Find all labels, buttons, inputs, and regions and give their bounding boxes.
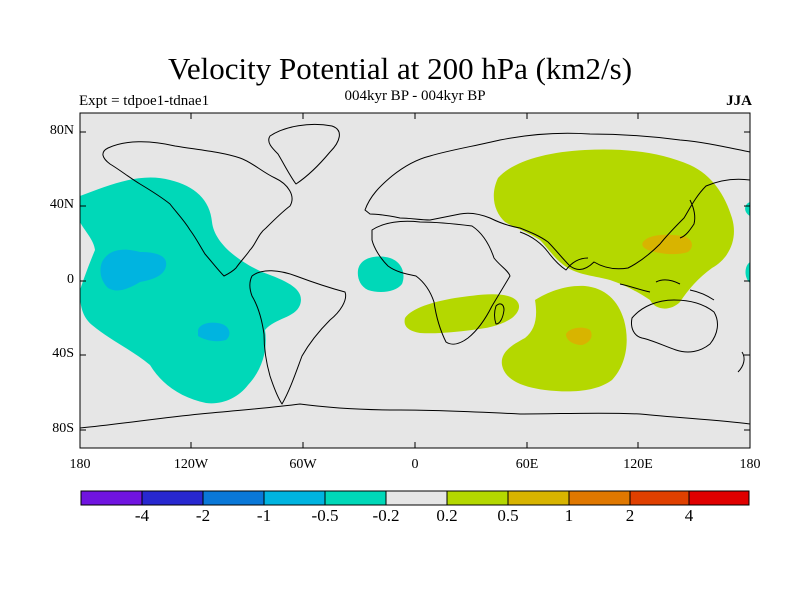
indian-ocean-maximum <box>566 327 592 345</box>
south-asia-outline <box>519 231 589 271</box>
colorbar-box-6 <box>385 490 448 506</box>
season-label: JJA <box>726 93 752 109</box>
colorbar-box-4 <box>263 490 326 506</box>
colorbar-label: 1 <box>564 506 574 525</box>
tropical-atlantic-negative <box>357 256 404 292</box>
axis-ticks <box>80 113 750 448</box>
australia-outline <box>631 299 718 353</box>
colorbar-box-1 <box>80 490 143 506</box>
antarctica-outline <box>80 403 750 429</box>
colorbar-label: 4 <box>684 506 694 525</box>
x-tick-label: 180 <box>69 457 91 472</box>
colorbar-label: -4 <box>134 506 150 525</box>
x-tick-label: 60E <box>515 457 539 472</box>
colorbar-label: 0.2 <box>436 506 458 525</box>
pacific-negative-region <box>80 177 301 404</box>
y-tick-label: 80S <box>52 421 74 436</box>
japan-outline <box>679 199 696 239</box>
colorbar-label: -1 <box>256 506 272 525</box>
colorbar-label: 0.5 <box>497 506 519 525</box>
new-zealand-outline <box>737 351 745 373</box>
colorbar-label: -0.5 <box>311 506 339 525</box>
y-tick-label: 40N <box>49 197 74 212</box>
x-tick-label: 60W <box>289 457 317 472</box>
x-tick-label: 120W <box>173 457 209 472</box>
chart-subtitle: 004kyr BP - 004kyr BP <box>344 88 486 104</box>
pacific-negative-region <box>745 262 750 283</box>
asia-positive-region <box>493 149 734 309</box>
indian-ocean-positive <box>501 285 627 392</box>
colorbar-box-9 <box>568 490 631 506</box>
colorbar-label: -0.2 <box>372 506 400 525</box>
greenland-outline <box>268 123 340 185</box>
colorbar-box-7 <box>446 490 509 506</box>
madagascar-outline <box>494 303 505 325</box>
eurasia-outline <box>364 132 750 270</box>
africa-outline <box>371 220 511 345</box>
colorbar-box-3 <box>202 490 265 506</box>
y-tick-label: 80N <box>49 123 74 138</box>
south-america-outline <box>249 270 347 405</box>
experiment-label: Expt = tdpoe1-tdnae1 <box>79 93 210 109</box>
central-pacific-minimum <box>100 249 167 291</box>
y-tick-label: 0 <box>67 272 74 287</box>
colorbar-label: 2 <box>625 506 635 525</box>
y-tick-label: 40S <box>52 346 74 361</box>
colorbar-box-2 <box>141 490 204 506</box>
x-tick-label: 180 <box>739 457 761 472</box>
colorbar-box-8 <box>507 490 570 506</box>
x-tick-label: 120E <box>623 457 653 472</box>
colorbar-box-11 <box>688 490 750 506</box>
colorbar <box>80 490 750 506</box>
colorbar-label: -2 <box>195 506 211 525</box>
colorbar-box-10 <box>629 490 690 506</box>
chart-title: Velocity Potential at 200 hPa (km2/s) <box>167 51 633 86</box>
north-america-outline <box>102 141 293 277</box>
southeast-pacific-minimum <box>198 322 230 342</box>
indonesia-outline <box>619 279 715 301</box>
south-africa-positive <box>404 294 520 334</box>
x-tick-label: 0 <box>411 457 419 472</box>
colorbar-box-5 <box>324 490 387 506</box>
